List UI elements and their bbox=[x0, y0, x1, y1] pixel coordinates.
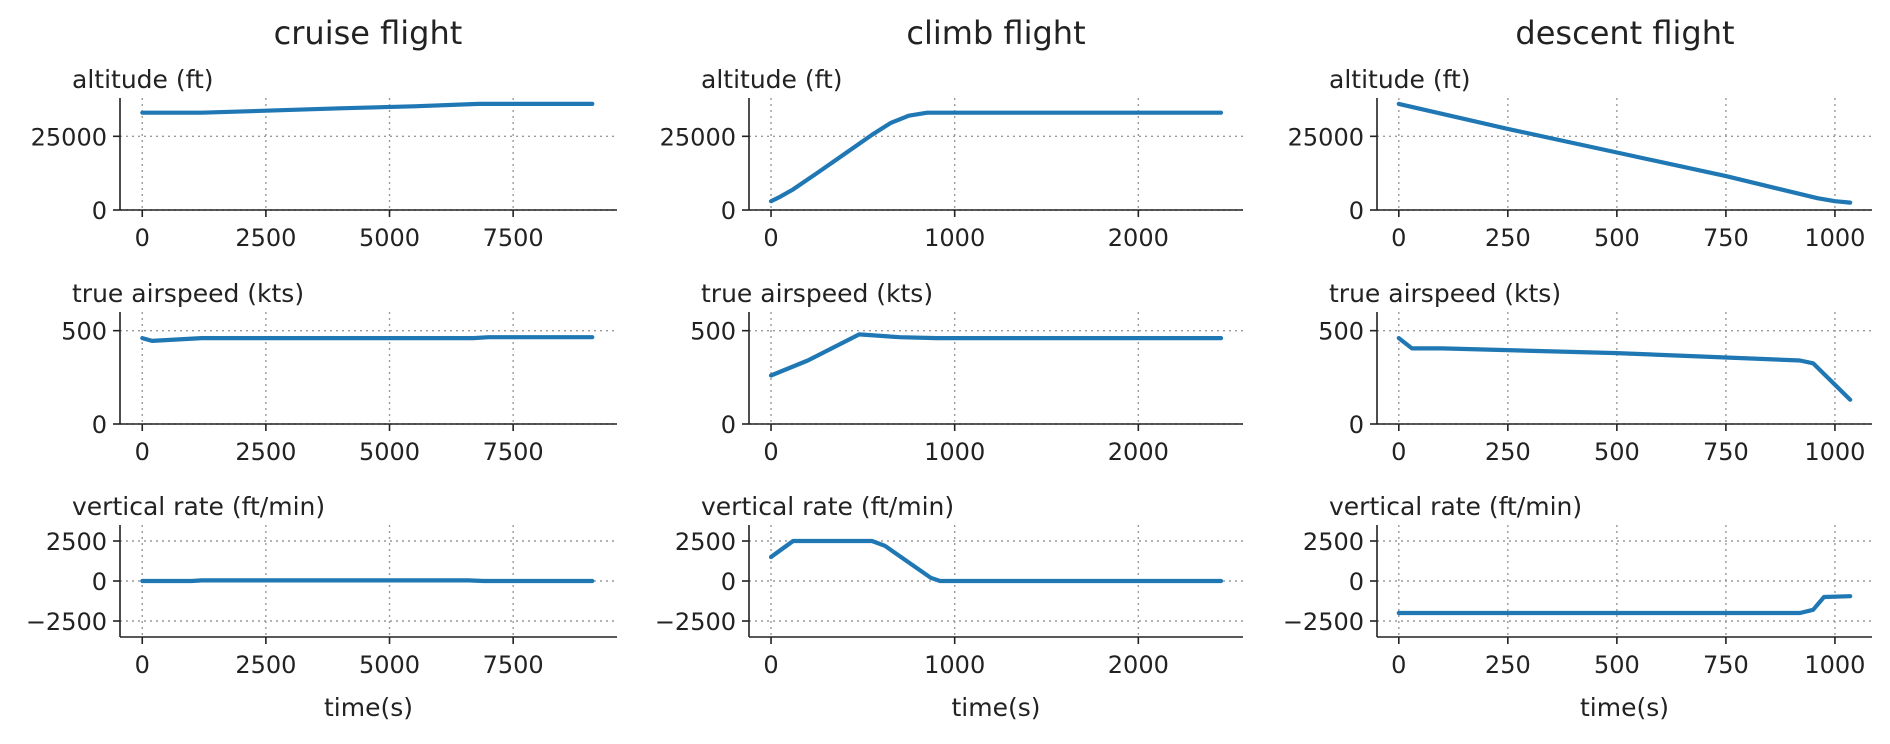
panel-ylabel: true airspeed (kts) bbox=[701, 279, 933, 308]
x-tick-label: 2500 bbox=[235, 438, 296, 466]
x-tick-label: 5000 bbox=[359, 651, 420, 679]
x-tick-label: 2000 bbox=[1108, 224, 1169, 252]
column-title: climb flight bbox=[906, 14, 1085, 52]
panel-ylabel: altitude (ft) bbox=[72, 65, 214, 94]
x-tick-label: 750 bbox=[1703, 438, 1749, 466]
series-line bbox=[140, 578, 595, 584]
x-tick-label: 0 bbox=[763, 438, 778, 466]
x-tick-label: 1000 bbox=[924, 651, 985, 679]
x-tick-label: 2500 bbox=[235, 224, 296, 252]
subplot: 0 250 500 750 1000 0 500 true airspeed (kts) bbox=[1318, 279, 1872, 466]
x-tick-label: 500 bbox=[1594, 651, 1640, 679]
y-tick-label: 0 bbox=[1349, 411, 1364, 439]
y-tick-label: −2500 bbox=[26, 608, 107, 636]
y-tick-label: 500 bbox=[690, 318, 736, 346]
x-axis-label: time(s) bbox=[1580, 693, 1669, 722]
panel-ylabel: altitude (ft) bbox=[1329, 65, 1471, 94]
column-title: cruise flight bbox=[274, 14, 463, 52]
subplot: 0 2500 5000 7500 −2500 0 2500 vertical rate (ft… bbox=[26, 492, 617, 722]
panel-ylabel: vertical rate (ft/min) bbox=[72, 492, 325, 521]
subplot: 0 2500 5000 7500 0 25000 altitude (ft) bbox=[31, 65, 617, 252]
x-tick-label: 500 bbox=[1594, 438, 1640, 466]
y-tick-label: 0 bbox=[721, 197, 736, 225]
subplot: 0 1000 2000 0 25000 altitude (ft) bbox=[660, 65, 1243, 252]
x-tick-label: 7500 bbox=[483, 651, 544, 679]
y-tick-label: −2500 bbox=[655, 608, 736, 636]
y-tick-label: 25000 bbox=[660, 123, 736, 151]
x-tick-label: 2500 bbox=[235, 651, 296, 679]
subplot: 0 250 500 750 1000 0 25000 altitude (ft) bbox=[1288, 65, 1872, 252]
x-axis-label: time(s) bbox=[951, 693, 1040, 722]
x-tick-label: 500 bbox=[1594, 224, 1640, 252]
x-tick-label: 0 bbox=[763, 224, 778, 252]
panel-ylabel: true airspeed (kts) bbox=[1329, 279, 1561, 308]
y-tick-label: 2500 bbox=[46, 528, 107, 556]
series-line bbox=[768, 538, 1224, 584]
x-tick-label: 250 bbox=[1485, 224, 1531, 252]
subplot: 0 1000 2000 −2500 0 2500 vertical rate (ft/min… bbox=[655, 492, 1243, 722]
x-tick-label: 0 bbox=[135, 438, 150, 466]
y-tick-label: 2500 bbox=[1303, 528, 1364, 556]
y-tick-label: 0 bbox=[1349, 568, 1364, 596]
x-tick-label: 1000 bbox=[1804, 224, 1865, 252]
y-tick-label: 0 bbox=[92, 568, 107, 596]
x-tick-label: 0 bbox=[1391, 651, 1406, 679]
series-line bbox=[1396, 594, 1853, 616]
x-tick-label: 2000 bbox=[1108, 651, 1169, 679]
x-tick-label: 0 bbox=[135, 224, 150, 252]
y-tick-label: 500 bbox=[61, 318, 107, 346]
subplot: 0 1000 2000 0 500 true airspeed (kts) bbox=[690, 279, 1243, 466]
x-tick-label: 1000 bbox=[1804, 438, 1865, 466]
y-tick-label: 25000 bbox=[1288, 123, 1364, 151]
x-tick-label: 2000 bbox=[1108, 438, 1169, 466]
x-tick-label: 0 bbox=[1391, 438, 1406, 466]
x-tick-label: 0 bbox=[135, 651, 150, 679]
series-line bbox=[140, 335, 595, 343]
series-line bbox=[1396, 101, 1853, 205]
y-tick-label: 500 bbox=[1318, 318, 1364, 346]
series-line bbox=[768, 110, 1224, 204]
x-axis-label: time(s) bbox=[324, 693, 413, 722]
panel-ylabel: vertical rate (ft/min) bbox=[701, 492, 954, 521]
x-tick-label: 0 bbox=[763, 651, 778, 679]
series-line bbox=[768, 332, 1224, 378]
y-tick-label: 0 bbox=[92, 411, 107, 439]
panel-ylabel: vertical rate (ft/min) bbox=[1329, 492, 1582, 521]
subplot: 0 250 500 750 1000 −2500 0 2500 vertical rate (f… bbox=[1283, 492, 1872, 722]
y-tick-label: 0 bbox=[721, 568, 736, 596]
column-title: descent flight bbox=[1515, 14, 1734, 52]
y-tick-label: 0 bbox=[721, 411, 736, 439]
x-tick-label: 750 bbox=[1703, 224, 1749, 252]
x-tick-label: 0 bbox=[1391, 224, 1406, 252]
subplot: 0 2500 5000 7500 0 500 true airspeed (kts) bbox=[61, 279, 617, 466]
x-tick-label: 250 bbox=[1485, 651, 1531, 679]
x-tick-label: 750 bbox=[1703, 651, 1749, 679]
x-tick-label: 7500 bbox=[483, 438, 544, 466]
y-tick-label: −2500 bbox=[1283, 608, 1364, 636]
y-tick-label: 0 bbox=[1349, 197, 1364, 225]
y-tick-label: 2500 bbox=[675, 528, 736, 556]
panel-ylabel: altitude (ft) bbox=[701, 65, 843, 94]
x-tick-label: 1000 bbox=[924, 224, 985, 252]
x-tick-label: 5000 bbox=[359, 438, 420, 466]
x-tick-label: 1000 bbox=[1804, 651, 1865, 679]
y-tick-label: 0 bbox=[92, 197, 107, 225]
panel-ylabel: true airspeed (kts) bbox=[72, 279, 304, 308]
y-tick-label: 25000 bbox=[31, 123, 107, 151]
x-tick-label: 5000 bbox=[359, 224, 420, 252]
series-line bbox=[1396, 336, 1853, 402]
x-tick-label: 1000 bbox=[924, 438, 985, 466]
series-line bbox=[140, 101, 595, 115]
x-tick-label: 7500 bbox=[483, 224, 544, 252]
x-tick-label: 250 bbox=[1485, 438, 1531, 466]
